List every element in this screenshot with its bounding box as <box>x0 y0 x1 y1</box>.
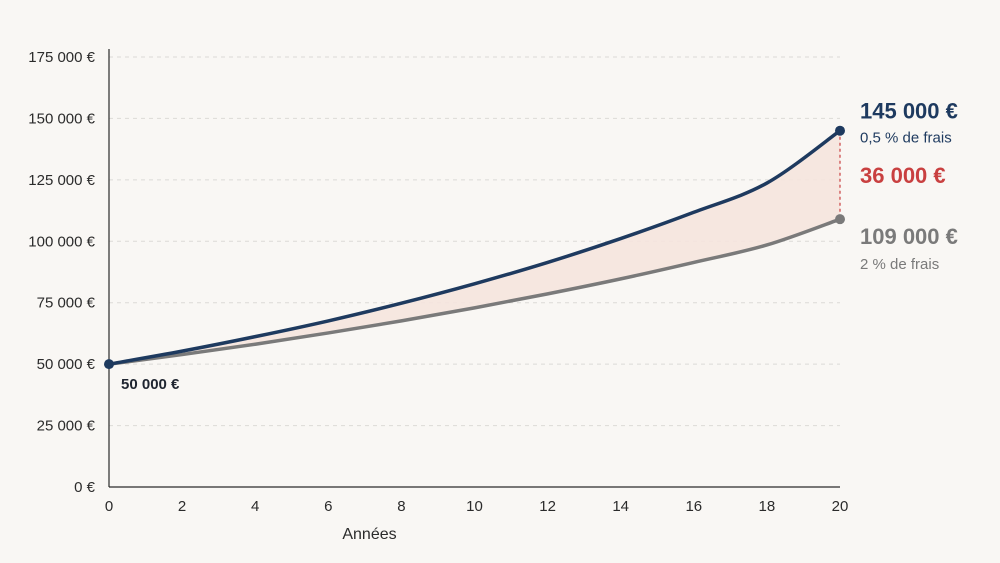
start-value-label: 50 000 € <box>121 376 180 393</box>
x-tick-label: 2 <box>178 498 186 515</box>
series-line-high-return <box>107 128 842 366</box>
y-tick-labels: 0 € 25 000 € 50 000 € 75 000 € 100 000 € 125 … <box>28 49 95 496</box>
low-final-value-label: 109 000 € <box>860 224 958 249</box>
axes <box>108 49 840 488</box>
x-tick-label: 0 <box>105 498 113 515</box>
series-line-low-fees <box>107 217 842 366</box>
x-tick-label: 20 <box>832 498 849 515</box>
y-tick-label: 75 000 € <box>37 295 96 312</box>
y-tick-label: 0 € <box>74 479 96 496</box>
y-tick-label: 150 000 € <box>28 110 95 127</box>
high-fee-label: 0,5 % de frais <box>860 130 952 147</box>
x-axis-title: Années <box>342 526 396 543</box>
low-end-point <box>835 214 845 225</box>
x-tick-label: 14 <box>612 498 629 515</box>
high-final-value-label: 145 000 € <box>860 99 958 124</box>
x-tick-label: 10 <box>466 498 483 515</box>
gap-value-label: 36 000 € <box>860 163 946 188</box>
low-fee-label: 2 % de frais <box>860 256 939 273</box>
x-tick-label: 6 <box>324 498 332 515</box>
y-tick-label: 25 000 € <box>37 418 96 435</box>
points-layer <box>104 125 845 370</box>
x-tick-label: 12 <box>539 498 556 515</box>
y-tick-label: 100 000 € <box>28 233 95 250</box>
y-tick-label: 50 000 € <box>37 356 96 373</box>
start-point <box>104 359 114 370</box>
gap-fill-area <box>109 130 840 365</box>
x-tick-label: 16 <box>685 498 702 515</box>
x-tick-label: 8 <box>397 498 405 515</box>
x-tick-label: 4 <box>251 498 259 515</box>
series-layer <box>107 128 842 366</box>
x-tick-labels: 0 2 4 6 8 10 12 14 16 18 20 <box>105 498 849 515</box>
x-tick-label: 18 <box>759 498 776 515</box>
high-end-point <box>835 125 845 136</box>
y-tick-label: 175 000 € <box>28 49 95 66</box>
y-tick-label: 125 000 € <box>28 172 95 189</box>
